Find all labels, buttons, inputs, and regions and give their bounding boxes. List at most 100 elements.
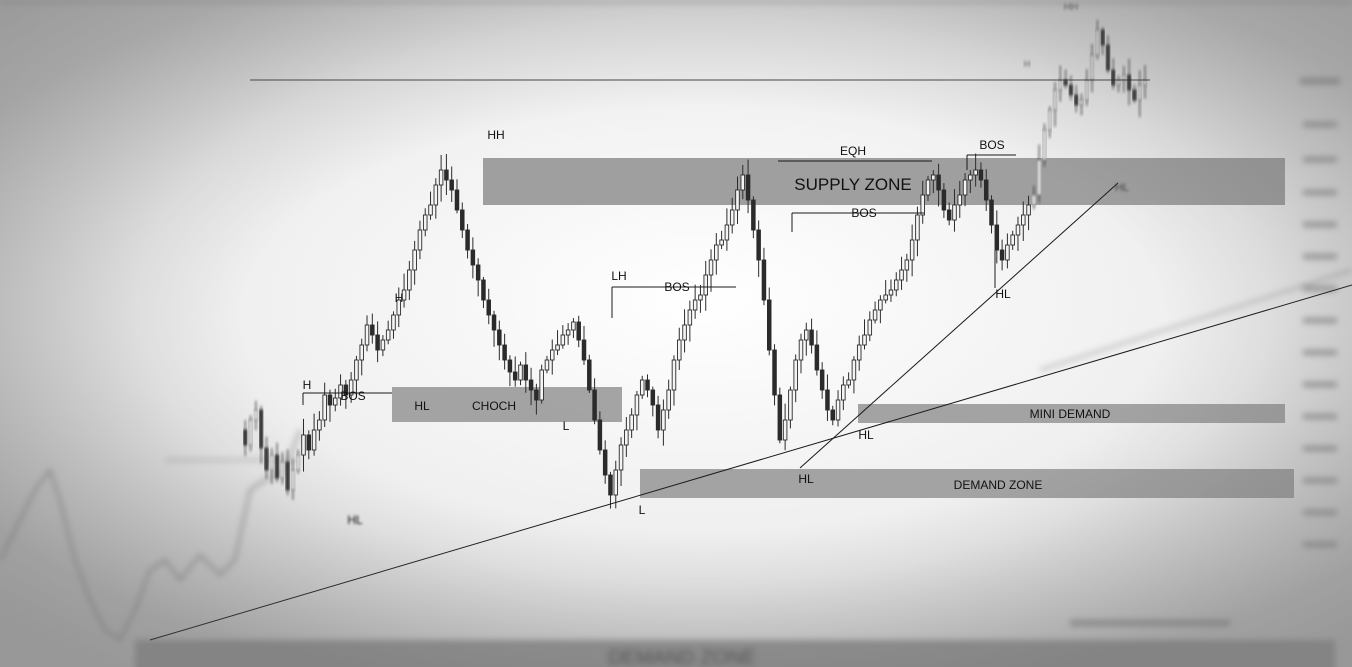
candle (454, 179, 460, 214)
candle (602, 440, 608, 484)
candle-body (470, 249, 476, 266)
candle (460, 202, 465, 239)
candle (1132, 84, 1137, 104)
candles (243, 20, 1148, 509)
candle (375, 321, 380, 363)
candle-body (1052, 89, 1058, 111)
candle-body (809, 329, 814, 346)
candle-body (528, 379, 534, 391)
candle-body (629, 414, 634, 431)
candle-body (555, 344, 560, 351)
candle (613, 460, 619, 509)
candle-body (311, 429, 317, 451)
candle (385, 320, 391, 345)
candle (946, 202, 952, 226)
candle (862, 319, 867, 350)
candle (1021, 201, 1026, 241)
label-bos-4: BOS (979, 138, 1004, 152)
candle (756, 220, 761, 277)
candle (830, 405, 835, 426)
candle (470, 237, 476, 279)
candle-body (518, 364, 523, 381)
candle-body (687, 309, 693, 326)
zone-choch (392, 387, 622, 422)
label-hl-2: HL (414, 399, 430, 413)
candle-body (793, 359, 798, 391)
candle (438, 154, 444, 202)
candle (560, 325, 566, 349)
candle-body (1042, 129, 1047, 161)
candle (475, 258, 481, 297)
candle-body (576, 321, 581, 341)
candle-body (666, 389, 671, 411)
candle (719, 230, 724, 250)
candle-body (1036, 159, 1042, 196)
candle-body (756, 229, 761, 261)
candle (364, 315, 370, 352)
candle (608, 471, 613, 509)
candle (444, 154, 449, 196)
candle (359, 338, 364, 376)
candle-body (1079, 99, 1084, 106)
candle (983, 169, 989, 211)
candle (295, 449, 301, 474)
label-hl-4: HL (858, 428, 874, 442)
candle (534, 383, 539, 415)
candle-body (819, 369, 825, 391)
zone-demand-lower-label: DEMAND ZONE (608, 647, 756, 667)
candle-body (375, 334, 380, 351)
candle-body (883, 294, 888, 301)
candle (396, 287, 402, 328)
candle-body (782, 419, 788, 441)
candle-body (735, 189, 740, 211)
candle (317, 411, 322, 441)
candle-body (258, 409, 264, 449)
candle (629, 408, 634, 439)
candle (528, 367, 534, 406)
candle (417, 220, 423, 260)
candle (1126, 58, 1132, 106)
candle (539, 364, 544, 404)
candle-body (639, 379, 645, 396)
candle-body (761, 259, 767, 301)
candle-body (460, 209, 465, 231)
candle (872, 301, 878, 324)
candle-body (931, 174, 936, 181)
candle (766, 287, 772, 356)
candle-body (1010, 234, 1015, 246)
candle (1005, 233, 1010, 269)
candle-body (502, 344, 507, 361)
candle-body (915, 214, 920, 241)
candle-body (941, 189, 947, 211)
candle (920, 180, 925, 224)
candle-body (1073, 94, 1079, 106)
candle (804, 322, 809, 356)
candle-body (777, 394, 783, 441)
candle (433, 178, 439, 219)
candle (576, 315, 581, 348)
candle (311, 413, 317, 456)
candle-body (428, 204, 433, 216)
candle (909, 224, 915, 277)
label-bos-2: BOS (664, 280, 689, 294)
candle (851, 356, 857, 394)
candle-body (973, 169, 978, 176)
candle-body (475, 264, 481, 281)
candle-body (338, 384, 343, 399)
candle (677, 327, 682, 370)
candle (1047, 106, 1052, 138)
candle (841, 376, 846, 411)
zone-supply (483, 158, 1285, 205)
candle (745, 159, 751, 214)
label-h-2: H (395, 291, 404, 305)
candle-body (830, 409, 835, 421)
candle-body (682, 324, 687, 341)
label-eqh: EQH (840, 144, 866, 158)
candle-body (1142, 79, 1148, 86)
candle (285, 449, 290, 496)
candle (788, 386, 793, 429)
candle (698, 285, 703, 313)
candle (931, 170, 936, 194)
candle-body (481, 279, 486, 301)
